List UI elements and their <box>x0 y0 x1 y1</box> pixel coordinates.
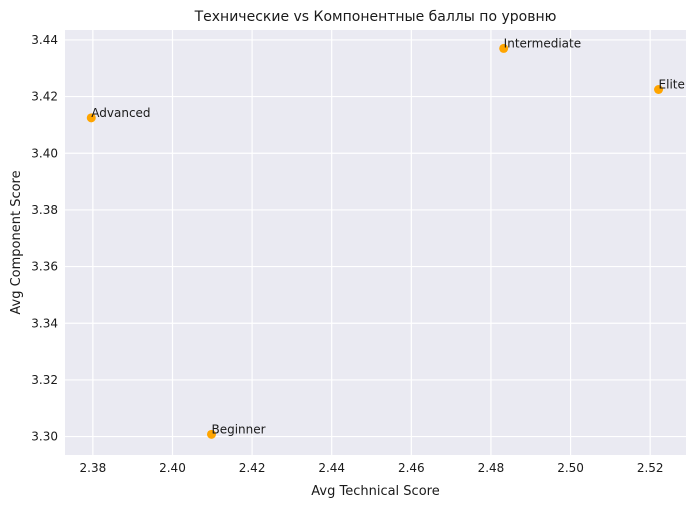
y-tick-label: 3.34 <box>31 316 58 330</box>
data-label-beginner: Beginner <box>211 422 265 436</box>
y-tick-label: 3.36 <box>31 260 58 274</box>
grid <box>65 30 686 455</box>
plot-area <box>65 30 686 455</box>
data-point-advanced <box>86 113 96 123</box>
y-tick-label: 3.44 <box>31 33 58 47</box>
x-tick-label: 2.52 <box>637 461 664 475</box>
x-tick-label: 2.40 <box>159 461 186 475</box>
x-tick-label: 2.38 <box>80 461 107 475</box>
y-tick-label: 3.40 <box>31 146 58 160</box>
data-points: Advanced Beginner Intermediate Elite <box>86 36 685 439</box>
tick-labels: 2.38 2.40 2.42 2.44 2.46 2.48 2.50 2.52 3.30 3.32… <box>31 33 663 475</box>
x-tick-label: 2.46 <box>398 461 425 475</box>
y-axis-label: Avg Component Score <box>9 170 24 314</box>
y-tick-label: 3.32 <box>31 373 58 387</box>
x-axis-label: Avg Technical Score <box>311 484 439 499</box>
x-tick-label: 2.48 <box>478 461 505 475</box>
y-tick-label: 3.42 <box>31 90 58 104</box>
data-label-elite: Elite <box>659 78 685 92</box>
x-tick-label: 2.42 <box>239 461 266 475</box>
data-label-intermediate: Intermediate <box>504 36 581 50</box>
chart-title: Технические vs Компонентные баллы по уро… <box>194 9 557 25</box>
x-tick-label: 2.44 <box>318 461 345 475</box>
data-point-beginner <box>206 429 216 439</box>
data-point-elite <box>654 85 664 94</box>
y-tick-label: 3.30 <box>31 430 58 444</box>
y-tick-label: 3.38 <box>31 203 58 217</box>
x-tick-label: 2.50 <box>557 461 584 475</box>
data-label-advanced: Advanced <box>91 106 150 120</box>
data-point-intermediate <box>499 43 509 53</box>
